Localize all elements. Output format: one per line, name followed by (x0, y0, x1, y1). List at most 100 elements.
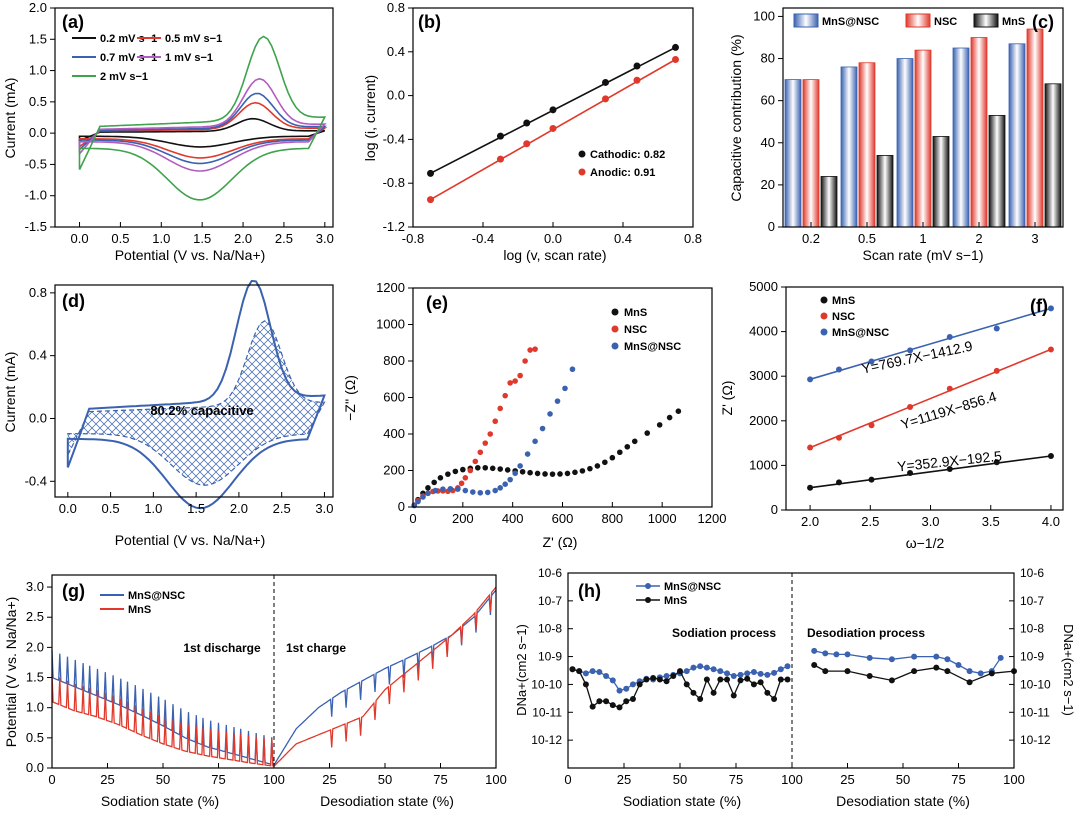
y-tick-label: 2.5 (26, 609, 44, 624)
legend-entry: MnS (832, 295, 855, 307)
data-point (670, 673, 677, 680)
data-point (644, 430, 651, 436)
y-tick-label: 2000 (749, 413, 778, 428)
x-axis-title: log (v, scan rate) (503, 247, 606, 263)
data-point (907, 347, 914, 354)
x-tick-label: 25 (840, 772, 854, 787)
legend-entry: NSC (624, 324, 647, 336)
x-tick-label: 600 (552, 511, 574, 526)
data-point (547, 411, 553, 417)
data-point (1047, 305, 1054, 312)
data-point (527, 469, 533, 476)
cv-curve-2 (78, 92, 328, 165)
data-point (427, 169, 434, 177)
data-point (534, 470, 541, 477)
y-tick-label: 0 (768, 219, 775, 234)
plot-frame-c (782, 7, 1064, 228)
data-point (717, 668, 724, 675)
data-point (489, 465, 496, 472)
y-tick-label: 0 (398, 499, 405, 514)
data-point (730, 673, 737, 680)
y-tick-label: 10-8 (538, 622, 562, 636)
cv-curve-1 (78, 101, 328, 159)
x-axis-title: ω−1/2 (906, 535, 945, 551)
legend-entry: Cathodic: 0.82 (590, 149, 665, 161)
x-tick-label: 2.0 (234, 231, 252, 246)
data-point (524, 451, 531, 457)
data-point (683, 668, 690, 675)
legend-entry: 1 mV s−1 (165, 52, 213, 64)
x-tick-label: 100 (781, 772, 803, 787)
data-point (624, 443, 631, 450)
y-tick-label: -0.4 (383, 131, 405, 146)
panel-label-d: (d) (62, 291, 85, 311)
legend-marker (820, 312, 828, 320)
y-tick-label: 0.5 (26, 730, 44, 745)
data-point (497, 405, 504, 412)
x-tick-label: 0.5 (102, 501, 120, 516)
y-tick-label: 0.8 (29, 285, 47, 300)
data-point (993, 325, 1000, 332)
data-point (764, 671, 771, 678)
x-tick-label: 0.0 (544, 231, 562, 246)
legend-entry: MnS@NSC (128, 590, 185, 602)
legend-marker (645, 583, 651, 589)
cv-curve-0 (78, 117, 326, 148)
data-point (835, 434, 842, 441)
data-point (415, 498, 421, 505)
x-tick-label: 50 (378, 772, 392, 787)
panel-label-a: (a) (62, 12, 84, 32)
y-tick-label: 0.5 (29, 94, 47, 109)
data-point (602, 459, 608, 466)
panel-label-e: (e) (426, 293, 448, 313)
y-tick-label: 10-6 (538, 566, 562, 580)
data-point (663, 673, 670, 680)
data-point (907, 403, 914, 410)
data-point (844, 651, 851, 658)
legend-marker (645, 597, 651, 603)
data-point (650, 675, 657, 682)
x-tick-label: 50 (156, 772, 170, 787)
y-tick-label: -0.5 (25, 156, 47, 171)
bar (840, 66, 858, 228)
y-tick-label: 3000 (749, 368, 778, 383)
y-tick-label: 60 (761, 93, 775, 108)
x-tick-label: 0 (409, 511, 416, 526)
data-point (888, 677, 895, 684)
y-axis-title: −Z'' (Ω) (342, 375, 358, 421)
data-point (482, 440, 489, 446)
data-point (431, 479, 437, 486)
y-tick-label: 0 (771, 502, 778, 517)
diffusion-line-desod-0 (814, 650, 1002, 674)
y-tick-label: 1.5 (29, 31, 47, 46)
data-point (946, 465, 953, 472)
y-tick-label: 0.0 (387, 88, 405, 103)
x-tick-label: 3 (1031, 231, 1038, 246)
data-point (497, 485, 504, 491)
x-tick-label: 0.8 (684, 231, 702, 246)
data-point (467, 467, 474, 474)
x-axis-title-left: Sodiation state (%) (101, 793, 219, 809)
y-axis-title: Z' (Ω) (719, 381, 735, 416)
x-axis-title: Z' (Ω) (543, 534, 578, 550)
data-point (482, 464, 489, 471)
data-point (907, 469, 914, 476)
legend-entry: MnS (664, 595, 687, 607)
legend-marker (578, 150, 586, 158)
y-axis-title: DNa+(cm2 s−1) (514, 624, 529, 716)
y-tick-label: -1.2 (383, 219, 405, 234)
data-point (633, 76, 641, 84)
data-point (549, 124, 557, 132)
data-point (868, 476, 875, 483)
data-point (944, 668, 951, 675)
y-tick-label: 3.0 (26, 579, 44, 594)
data-point (690, 689, 697, 696)
bar (802, 79, 820, 228)
bar (1044, 83, 1062, 228)
data-point (777, 666, 784, 673)
x-tick-label: 50 (673, 772, 687, 787)
data-point (911, 668, 918, 675)
data-point (717, 676, 724, 683)
data-point (474, 464, 481, 471)
data-point (690, 664, 697, 671)
